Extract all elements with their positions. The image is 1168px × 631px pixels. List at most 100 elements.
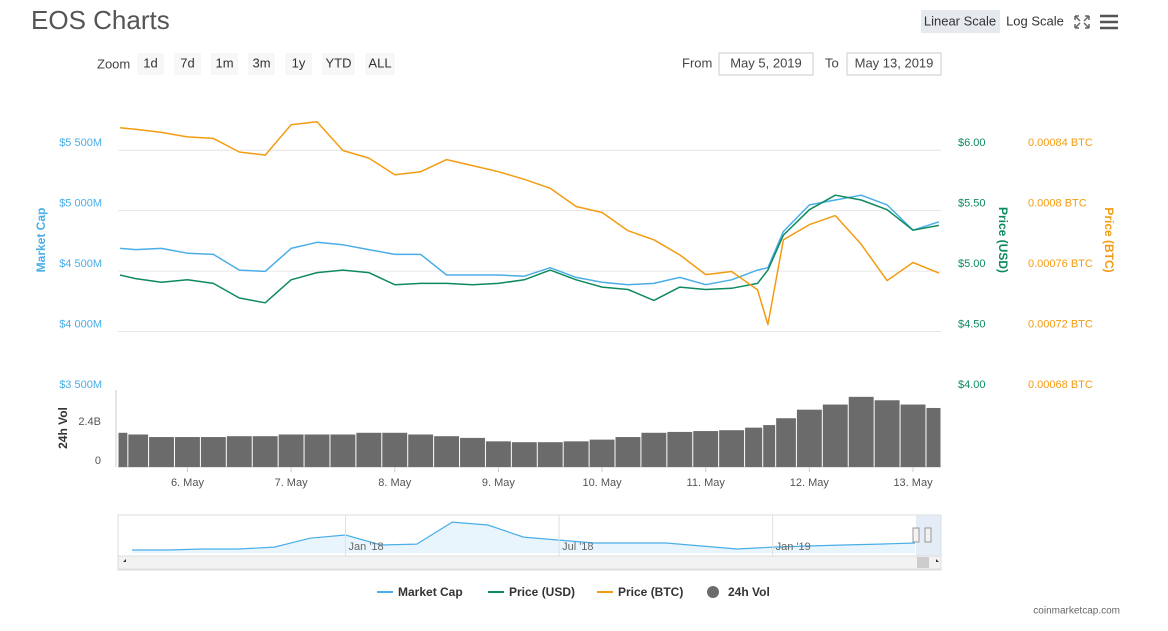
from-input[interactable] xyxy=(718,52,814,76)
zoom-button[interactable] xyxy=(211,53,238,75)
vol-tick-label: 2.4B xyxy=(78,416,101,428)
volume-bar xyxy=(641,432,667,467)
y-tick-label: $5.50 xyxy=(958,198,986,210)
x-tick-label: 10. May xyxy=(582,477,622,489)
vol-axis-title: 24h Vol xyxy=(56,407,70,449)
legend-label[interactable]: 24h Vol xyxy=(728,585,770,599)
zoom-button[interactable] xyxy=(248,53,275,75)
to-input[interactable] xyxy=(846,52,942,76)
from-label: From xyxy=(682,55,712,70)
x-tick-label: 9. May xyxy=(482,477,516,489)
y-tick-label: $4.00 xyxy=(958,379,986,391)
x-tick-label: 7. May xyxy=(275,477,309,489)
legend-label[interactable]: Price (USD) xyxy=(509,585,575,599)
volume-bar xyxy=(745,427,763,467)
volume-bar xyxy=(226,436,252,467)
volume-bar xyxy=(278,434,304,467)
y-tick-label: 0.0008 BTC xyxy=(1028,197,1087,209)
credit: coinmarketcap.com xyxy=(1033,606,1120,617)
zoom-button[interactable] xyxy=(365,53,395,75)
y-tick-label: $5.00 xyxy=(958,258,986,270)
vol-tick-label: 0 xyxy=(95,455,101,467)
navigator-handle[interactable] xyxy=(924,527,932,543)
y-tick-label: 0.00076 BTC xyxy=(1028,258,1093,270)
y-tick-label: $5 000M xyxy=(59,198,102,210)
navigator-label: Jul '18 xyxy=(562,541,593,553)
zoom-button-label[interactable]: 3m xyxy=(252,55,270,70)
volume-bar xyxy=(511,442,537,467)
y-tick-label: $4 000M xyxy=(59,318,102,330)
y-tick-label: 0.00072 BTC xyxy=(1028,318,1093,330)
volume-bar xyxy=(848,396,874,467)
legend-swatch[interactable] xyxy=(707,586,719,598)
x-tick-label: 13. May xyxy=(893,477,933,489)
from-value[interactable]: May 5, 2019 xyxy=(730,55,802,70)
volume-bar xyxy=(149,437,174,467)
series-line xyxy=(120,194,940,286)
to-label: To xyxy=(825,55,839,70)
scrollbar-thumb[interactable] xyxy=(917,557,929,568)
series-line xyxy=(119,194,940,304)
navigator-handle[interactable] xyxy=(912,527,920,543)
y-tick-label: 0.00068 BTC xyxy=(1028,379,1093,391)
log-scale-label[interactable]: Log Scale xyxy=(1006,13,1064,28)
volume-bar xyxy=(900,404,926,467)
zoom-button-label[interactable]: 1y xyxy=(292,55,306,70)
y3-axis-title: Price (BTC) xyxy=(1102,207,1116,272)
zoom-button-label[interactable]: 7d xyxy=(180,55,194,70)
y-tick-label: $4 500M xyxy=(59,258,102,270)
to-value[interactable]: May 13, 2019 xyxy=(855,55,934,70)
zoom-button[interactable] xyxy=(322,53,355,75)
fullscreen-icon[interactable] xyxy=(1074,15,1090,29)
menu-icon[interactable] xyxy=(1100,14,1118,30)
scrollbar[interactable] xyxy=(117,555,942,570)
x-tick-label: 12. May xyxy=(790,477,830,489)
linear-scale-button[interactable] xyxy=(921,10,1000,33)
volume-bar xyxy=(763,425,776,467)
volume-bar xyxy=(460,437,485,467)
zoom-button-label[interactable]: YTD xyxy=(326,55,352,70)
zoom-button[interactable] xyxy=(137,53,164,75)
legend-label[interactable]: Market Cap xyxy=(398,585,463,599)
legend-label[interactable]: Price (BTC) xyxy=(618,585,683,599)
x-tick-label: 8. May xyxy=(378,477,412,489)
volume-bar xyxy=(719,430,745,467)
volume-bar xyxy=(563,441,589,467)
navigator-line xyxy=(132,521,916,551)
y-tick-label: $4.50 xyxy=(958,318,986,330)
zoom-label: Zoom xyxy=(97,56,130,71)
y-tick-label: $3 500M xyxy=(59,379,102,391)
zoom-button[interactable] xyxy=(285,53,312,75)
volume-bar xyxy=(776,418,796,467)
volume-bar xyxy=(485,441,511,467)
volume-bar xyxy=(356,432,382,467)
x-tick-label: 6. May xyxy=(171,477,205,489)
x-tick-label: 11. May xyxy=(687,477,726,489)
volume-bar xyxy=(874,400,900,467)
y2-axis-title: Price (USD) xyxy=(996,207,1010,273)
volume-bar xyxy=(615,437,641,467)
zoom-button-label[interactable]: 1d xyxy=(143,55,157,70)
volume-bar xyxy=(304,434,330,467)
volume-bar xyxy=(174,437,200,467)
volume-bar xyxy=(128,434,149,467)
volume-bar xyxy=(252,436,278,467)
volume-bar xyxy=(200,437,226,467)
y-tick-label: $5 500M xyxy=(59,137,102,149)
zoom-button-label[interactable]: 1m xyxy=(215,55,233,70)
zoom-button-label[interactable]: ALL xyxy=(368,55,391,70)
volume-bar xyxy=(537,442,563,467)
chart-title: EOS Charts xyxy=(31,5,170,35)
navigator-label: Jan '18 xyxy=(349,541,384,553)
zoom-button[interactable] xyxy=(174,53,201,75)
y-axis-title: Market Cap xyxy=(34,208,48,273)
series-line xyxy=(120,121,940,326)
volume-bar xyxy=(408,434,434,467)
volume-bar xyxy=(796,409,822,467)
linear-scale-label[interactable]: Linear Scale xyxy=(924,13,996,28)
y-tick-label: 0.00084 BTC xyxy=(1028,137,1093,149)
volume-bar xyxy=(926,407,941,467)
volume-bar xyxy=(589,439,615,467)
